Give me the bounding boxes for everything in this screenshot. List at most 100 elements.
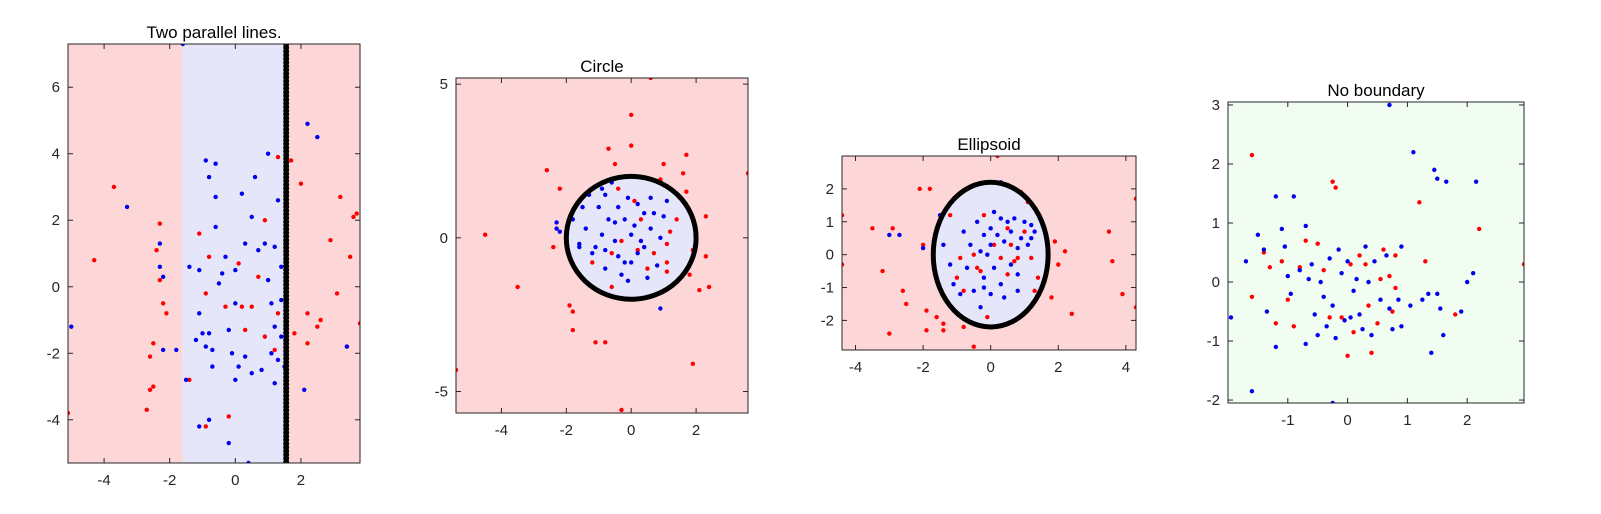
data-point-blue: [998, 282, 1004, 287]
data-point-red: [1029, 255, 1034, 261]
region-none: [1228, 102, 1524, 403]
data-point-blue: [947, 262, 953, 267]
data-point-red: [292, 331, 297, 336]
data-point-blue: [1261, 247, 1267, 252]
x-tick-label: -4: [97, 472, 110, 489]
data-point-blue: [1008, 262, 1014, 267]
data-point-red: [456, 367, 459, 373]
data-point-blue: [978, 249, 983, 254]
subplot-title: Ellipsoid: [957, 135, 1020, 154]
data-point-blue: [616, 204, 621, 210]
data-point-red: [249, 304, 254, 309]
data-point-blue: [203, 344, 208, 349]
data-point-red: [1303, 238, 1308, 243]
data-point-blue: [265, 277, 271, 283]
data-point-red: [347, 254, 353, 260]
data-point-blue: [1327, 256, 1332, 261]
data-point-blue: [1249, 388, 1255, 394]
data-point-blue: [210, 364, 215, 369]
data-point-red: [609, 250, 614, 256]
x-tick-label: 0: [987, 359, 995, 376]
data-point-blue: [622, 217, 627, 222]
data-point-blue: [265, 151, 271, 156]
data-point-blue: [971, 288, 976, 294]
data-point-red: [275, 311, 281, 316]
y-tick-label: 2: [1212, 156, 1220, 173]
data-point-red: [593, 340, 598, 345]
data-point-blue: [622, 260, 627, 265]
y-tick-label: -1: [1207, 333, 1220, 350]
y-tick-label: 1: [826, 214, 834, 231]
data-point-red: [629, 112, 634, 118]
data-point-red: [684, 189, 689, 194]
y-tick-label: 0: [440, 230, 448, 247]
data-point-red: [745, 171, 748, 176]
data-point-red: [298, 181, 304, 186]
data-point-red: [934, 314, 939, 320]
plot-area: [456, 78, 748, 413]
data-point-blue: [887, 232, 892, 238]
data-point-red: [1345, 353, 1350, 358]
data-point-blue: [160, 274, 166, 279]
data-point-blue: [305, 121, 310, 127]
data-point-blue: [1363, 244, 1368, 249]
data-point-blue: [580, 204, 585, 210]
data-point-blue: [991, 209, 997, 215]
data-point-blue: [920, 245, 926, 251]
data-point-red: [242, 327, 248, 333]
data-point-blue: [220, 271, 225, 276]
data-point-blue: [69, 324, 74, 329]
data-point-blue: [577, 244, 582, 250]
x-tick-label: 2: [297, 472, 305, 489]
data-point-blue: [124, 204, 130, 210]
data-point-blue: [279, 264, 284, 270]
data-point-blue: [991, 265, 997, 270]
data-point-blue: [259, 367, 264, 373]
axes-frame: [67, 43, 361, 464]
data-point-red: [570, 327, 575, 333]
data-point-red: [842, 212, 845, 218]
data-point-blue: [200, 331, 205, 336]
data-point-blue: [654, 263, 660, 268]
data-point-red: [226, 414, 231, 419]
data-point-red: [567, 303, 572, 308]
data-point-blue: [1464, 279, 1470, 285]
data-point-red: [197, 231, 202, 236]
y-tick-label: -2: [1207, 392, 1220, 409]
data-point-blue: [1015, 245, 1020, 251]
data-point-red: [842, 262, 845, 267]
data-point-red: [1012, 259, 1017, 264]
data-point-blue: [554, 226, 559, 231]
data-point-blue: [1318, 279, 1323, 285]
data-point-blue: [1339, 270, 1344, 276]
data-point-red: [262, 334, 268, 339]
data-point-blue: [236, 364, 241, 369]
data-point-red: [157, 277, 163, 283]
y-tick-label: 1: [1212, 215, 1220, 232]
y-tick-label: 6: [52, 79, 60, 96]
data-point-red: [664, 241, 670, 247]
data-point-red: [1363, 262, 1368, 267]
data-point-red: [1387, 273, 1392, 279]
data-point-blue: [239, 191, 245, 196]
data-point-red: [1327, 315, 1332, 320]
data-point-red: [974, 265, 980, 270]
data-point-blue: [233, 377, 238, 383]
data-point-blue: [641, 244, 647, 250]
data-point-red: [151, 384, 156, 389]
data-point-red: [680, 171, 686, 176]
data-point-blue: [1366, 279, 1371, 285]
data-point-red: [154, 247, 159, 253]
data-point-red: [1330, 179, 1335, 184]
data-point-blue: [272, 324, 277, 329]
y-tick-label: -5: [435, 383, 448, 400]
data-point-blue: [242, 354, 248, 359]
data-point-blue: [1360, 327, 1365, 332]
data-point-red: [603, 340, 608, 345]
data-point-red: [941, 321, 946, 326]
x-tick-label: 0: [627, 422, 635, 439]
data-point-blue: [275, 357, 281, 363]
data-point-blue: [1387, 102, 1392, 108]
data-point-blue: [213, 194, 218, 200]
data-point-blue: [272, 244, 277, 250]
